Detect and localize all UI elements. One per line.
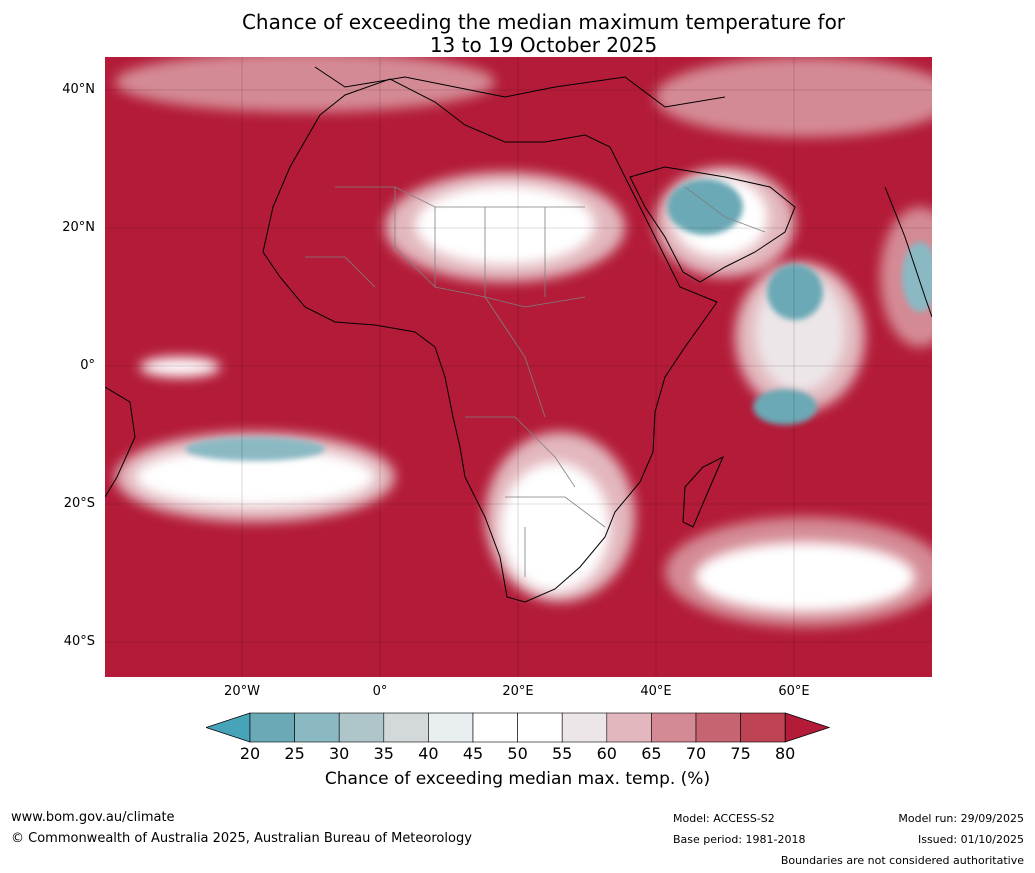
colorbar-tick-label: 50 bbox=[507, 744, 528, 763]
lat-label-20s: 20°S bbox=[63, 496, 95, 511]
colorbar-tick-label: 30 bbox=[329, 744, 350, 763]
colorbar-tick-label: 40 bbox=[418, 744, 439, 763]
colorbar-segment bbox=[472, 712, 518, 743]
colorbar-segment bbox=[338, 712, 385, 743]
colorbar-segment bbox=[517, 712, 563, 743]
neutral-probability-zones bbox=[135, 177, 915, 612]
africa-coastline bbox=[262, 78, 718, 603]
map-title-line-1: Chance of exceeding the median maximum t… bbox=[241, 10, 846, 34]
colorbar-tick-label: 80 bbox=[775, 744, 796, 763]
footer-copyright: © Commonwealth of Australia 2025, Austra… bbox=[11, 831, 472, 846]
footer-model-run: Model run: 29/09/2025 bbox=[898, 812, 1024, 825]
arabia-coastline bbox=[629, 166, 796, 283]
lon-label-60e: 60°E bbox=[778, 684, 810, 699]
colorbar-segment bbox=[249, 712, 295, 743]
probability-map bbox=[105, 57, 932, 677]
zone-north-mediterranean bbox=[115, 57, 495, 112]
lon-label-0: 0° bbox=[372, 684, 388, 699]
zone-middle-east-north bbox=[655, 57, 932, 137]
zone-south-indian-neutral bbox=[695, 542, 915, 612]
zone-gulf-of-guinea-neutral bbox=[140, 357, 220, 377]
colorbar-arrow-low bbox=[206, 712, 251, 743]
colorbar-segment bbox=[651, 712, 697, 743]
zone-arabian-sea-low bbox=[767, 264, 823, 320]
colorbar-segment bbox=[428, 712, 474, 743]
lon-label-20e: 20°E bbox=[502, 684, 534, 699]
footer-website: www.bom.gov.au/climate bbox=[11, 810, 175, 825]
lon-label-20w: 20°W bbox=[224, 684, 260, 699]
zone-south-atlantic-neutral bbox=[135, 447, 375, 507]
zone-indian-ocean-low bbox=[753, 389, 817, 425]
border-line bbox=[335, 186, 585, 208]
lat-label-20n: 20°N bbox=[62, 220, 95, 235]
madagascar-coastline bbox=[682, 455, 725, 528]
graticule bbox=[105, 57, 932, 677]
colorbar-segment bbox=[606, 712, 652, 743]
colorbar-tick-label: 70 bbox=[685, 744, 707, 763]
country-borders bbox=[305, 186, 766, 577]
colorbar-segment bbox=[561, 712, 608, 743]
colorbar-tick-label: 75 bbox=[730, 744, 751, 763]
colorbar-tick-label: 45 bbox=[462, 744, 484, 763]
colorbar-label: Chance of exceeding median max. temp. (%… bbox=[324, 769, 711, 789]
lat-label-40s: 40°S bbox=[63, 634, 95, 649]
colorbar-tick-label: 20 bbox=[239, 744, 261, 763]
colorbar-segment bbox=[695, 712, 741, 743]
colorbar-segment bbox=[740, 712, 786, 743]
lon-label-40e: 40°E bbox=[640, 684, 672, 699]
europe-coastline bbox=[314, 66, 726, 108]
colorbar-segment bbox=[294, 712, 340, 743]
colorbar-tick-label: 55 bbox=[552, 744, 573, 763]
lat-label-0: 0° bbox=[80, 358, 95, 373]
colorbar-tick-label: 35 bbox=[373, 744, 394, 763]
colorbar-arrow-high bbox=[784, 712, 830, 743]
zone-south-atlantic-low bbox=[185, 437, 325, 461]
border-line bbox=[305, 256, 376, 288]
lat-label-40n: 40°N bbox=[62, 82, 95, 97]
zone-southern-africa-neutral bbox=[500, 462, 610, 592]
border-line bbox=[394, 187, 586, 308]
footer-model: Model: ACCESS-S2 bbox=[673, 812, 775, 825]
map-title-line-2: 13 to 19 October 2025 bbox=[429, 33, 658, 57]
footer-issued: Issued: 01/10/2025 bbox=[917, 833, 1024, 846]
colorbar-segment bbox=[383, 712, 429, 743]
border-line bbox=[465, 416, 576, 488]
colorbar-tick-label: 65 bbox=[641, 744, 662, 763]
south-america-coastline bbox=[105, 386, 136, 498]
footer-base-period: Base period: 1981-2018 bbox=[673, 833, 806, 846]
map-canvas bbox=[105, 57, 932, 677]
border-line bbox=[484, 207, 546, 418]
zone-arabia-low bbox=[667, 179, 743, 235]
colorbar-tick-label: 25 bbox=[284, 744, 305, 763]
footer-disclaimer: Boundaries are not considered authoritat… bbox=[780, 854, 1024, 867]
india-coastline bbox=[884, 186, 932, 318]
border-line bbox=[505, 496, 606, 528]
colorbar-tick-label: 60 bbox=[596, 744, 617, 763]
border-line bbox=[684, 186, 766, 233]
colorbar bbox=[206, 712, 830, 743]
zone-sahara-neutral bbox=[415, 185, 595, 265]
